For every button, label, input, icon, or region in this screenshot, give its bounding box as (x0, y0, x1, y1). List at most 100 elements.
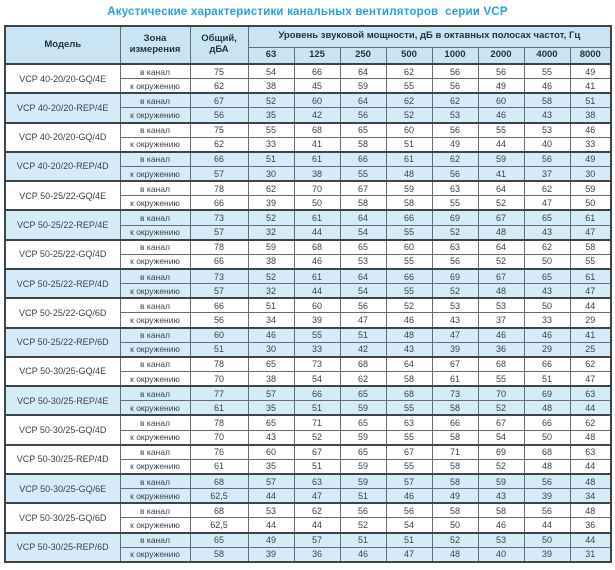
band-level-cell: 59 (339, 429, 387, 446)
band-level-cell: 58 (339, 195, 387, 211)
band-level-cell: 49 (431, 488, 479, 504)
band-level-cell: 55 (477, 121, 525, 138)
band-level-cell: 30 (247, 165, 295, 182)
band-level-cell: 46 (385, 488, 433, 504)
band-level-cell: 44 (569, 400, 612, 416)
band-level-cell: 46 (477, 326, 525, 343)
band-level-cell: 46 (247, 326, 295, 343)
band-level-cell: 46 (477, 517, 525, 533)
band-level-cell: 60 (477, 92, 525, 109)
band-level-cell: 58 (431, 400, 479, 416)
band-level-cell: 49 (477, 78, 525, 94)
band-level-cell: 53 (477, 297, 525, 314)
band-level-cell: 57 (247, 385, 295, 402)
total-dba-cell: 57 (189, 224, 249, 241)
band-level-cell: 66 (385, 267, 433, 285)
band-level-cell: 48 (385, 326, 433, 343)
total-dba-cell: 66 (189, 195, 249, 211)
band-level-cell: 44 (569, 458, 612, 475)
zone-cell: в канал (119, 385, 191, 402)
band-level-cell: 59 (247, 238, 295, 255)
band-level-cell: 65 (247, 355, 295, 372)
total-dba-cell: 62,5 (189, 488, 249, 504)
band-level-cell: 58 (431, 472, 479, 490)
zone-cell: к окружению (119, 400, 191, 416)
table-row-ambient: к окружению 70 43 52 59 55 58 54 50 48 (5, 429, 612, 446)
band-level-cell: 56 (339, 502, 387, 519)
band-level-cell: 48 (385, 165, 433, 182)
band-level-cell: 69 (477, 443, 525, 460)
band-level-cell: 60 (385, 238, 433, 255)
band-level-cell: 56 (523, 502, 571, 519)
band-level-cell: 51 (293, 458, 341, 475)
band-level-cell: 58 (431, 429, 479, 446)
table-row-duct: VCP 50-25/22-GQ/4D в канал 78 59 68 65 60 63 64 6… (4, 238, 612, 270)
model-cell: VCP 40-20/20-GQ/4D (4, 121, 121, 153)
band-level-cell: 47 (431, 326, 479, 343)
band-level-cell: 56 (431, 165, 479, 182)
zone-cell: в канал (119, 63, 191, 80)
table-row-duct: VCP 50-30/25-GQ/4E в канал 78 65 73 68 64 67 68 6… (4, 355, 612, 387)
band-level-cell: 66 (385, 209, 433, 226)
band-level-cell: 54 (247, 63, 295, 80)
band-level-cell: 66 (431, 414, 479, 431)
band-level-cell: 65 (523, 267, 571, 285)
band-level-cell: 52 (385, 297, 433, 314)
band-level-cell: 62 (385, 92, 433, 109)
band-level-cell: 43 (477, 488, 525, 504)
band-level-cell: 55 (385, 400, 433, 416)
band-level-cell: 48 (523, 458, 571, 475)
total-dba-cell: 61 (189, 458, 249, 475)
band-level-cell: 54 (385, 517, 433, 533)
band-level-cell: 60 (293, 297, 341, 314)
band-level-cell: 67 (477, 414, 525, 431)
band-level-cell: 52 (477, 195, 525, 211)
band-level-cell: 38 (247, 253, 295, 270)
band-level-cell: 63 (385, 414, 433, 431)
band-level-cell: 39 (293, 312, 341, 329)
band-level-cell: 38 (569, 107, 612, 124)
band-level-cell: 59 (385, 180, 433, 197)
band-level-cell: 48 (477, 283, 525, 299)
band-level-cell: 56 (523, 472, 571, 490)
zone-cell: к окружению (119, 546, 191, 563)
table-row-ambient: к окружению 56 34 39 47 46 43 37 33 29 (5, 312, 612, 329)
band-level-cell: 51 (385, 531, 433, 548)
band-level-cell: 57 (385, 472, 433, 490)
band-level-cell: 64 (339, 267, 387, 285)
band-level-cell: 64 (339, 92, 387, 109)
table-row-duct: VCP 50-30/25-GQ/6E в канал 68 57 63 59 57 58 59 5… (4, 472, 612, 504)
band-level-cell: 68 (293, 121, 341, 138)
zone-cell: в канал (119, 267, 191, 285)
band-level-cell: 55 (339, 165, 387, 182)
total-dba-cell: 75 (189, 63, 249, 80)
band-level-cell: 43 (247, 429, 295, 446)
band-level-cell: 57 (247, 472, 295, 490)
band-level-cell: 32 (247, 283, 295, 299)
band-level-cell: 44 (247, 488, 295, 504)
total-dba-cell: 70 (189, 370, 249, 387)
band-level-cell: 49 (569, 63, 612, 80)
table-row-duct: VCP 50-25/22-REP/6D в канал 60 46 55 51 48 47 46… (4, 326, 612, 358)
table-row-duct: VCP 50-25/22-GQ/6D в канал 66 51 60 56 52 53 53 5… (4, 297, 612, 329)
band-level-cell: 53 (477, 531, 525, 548)
band-level-cell: 60 (247, 443, 295, 460)
col-header-freq: 250 (339, 46, 387, 65)
band-level-cell: 47 (569, 224, 612, 241)
band-level-cell: 54 (339, 224, 387, 241)
band-level-cell: 68 (523, 443, 571, 460)
band-level-cell: 51 (339, 531, 387, 548)
band-level-cell: 55 (247, 121, 295, 138)
band-level-cell: 39 (523, 488, 571, 504)
band-level-cell: 33 (523, 312, 571, 329)
band-level-cell: 50 (569, 195, 612, 211)
total-dba-cell: 51 (189, 341, 249, 358)
band-level-cell: 62 (569, 355, 612, 372)
band-level-cell: 61 (569, 209, 612, 226)
band-level-cell: 51 (569, 92, 612, 109)
total-dba-cell: 56 (189, 107, 249, 124)
band-level-cell: 64 (385, 355, 433, 372)
zone-cell: к окружению (119, 195, 191, 211)
page-title: Акустические характеристики канальных ве… (107, 6, 508, 18)
band-level-cell: 63 (569, 443, 612, 460)
